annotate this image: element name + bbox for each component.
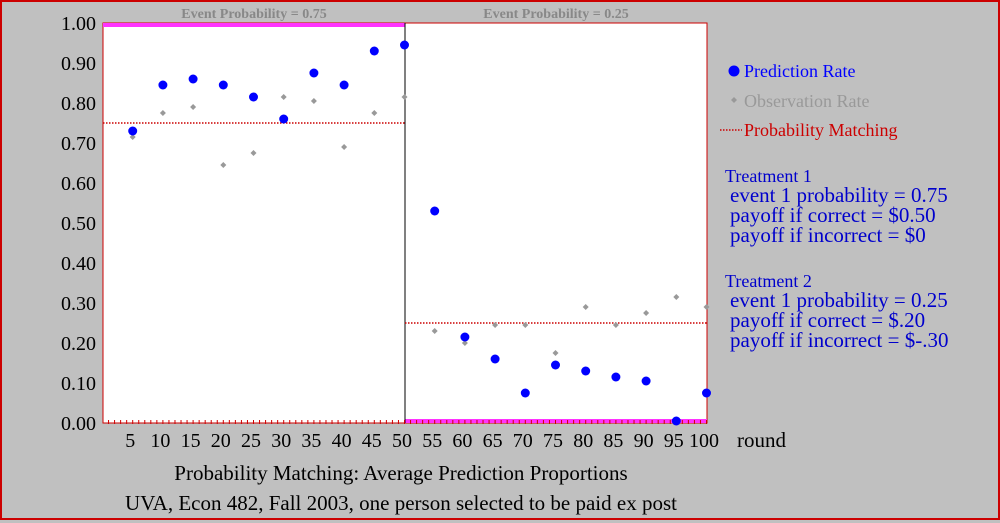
treatment-1-line: payoff if correct = $0.50: [730, 203, 936, 227]
observation-point: [552, 350, 559, 356]
x-tick-label: 85: [603, 430, 623, 452]
observation-point: [280, 94, 287, 100]
prediction-point: [249, 92, 258, 102]
treatment-2-line: event 1 probability = 0.25: [730, 288, 948, 312]
treatment-1-line: event 1 probability = 0.75: [730, 183, 948, 207]
observation-point: [431, 328, 438, 334]
prediction-point: [702, 388, 711, 398]
x-tick-label: 55: [422, 430, 442, 452]
x-tick-label: 5: [125, 430, 135, 452]
prediction-point: [551, 360, 560, 370]
prediction-point: [279, 114, 289, 124]
y-tick-label: 0.90: [61, 53, 96, 75]
x-tick-label: 100: [689, 430, 719, 452]
x-tick-label: 50: [392, 430, 412, 452]
x-tick-label: 60: [452, 430, 472, 452]
prediction-point: [128, 126, 138, 136]
region-label-1: Event Probability = 0.75: [181, 7, 326, 22]
x-tick-label: 35: [301, 430, 321, 452]
prediction-point: [490, 354, 500, 364]
y-tick-label: 0.30: [61, 293, 96, 315]
y-tick-label: 1.00: [61, 13, 96, 35]
prediction-point: [188, 74, 198, 84]
x-tick-label: 70: [513, 430, 533, 452]
treatment-2-line: payoff if correct = $.20: [730, 308, 925, 332]
prediction-point: [460, 332, 470, 342]
prediction-point: [309, 68, 319, 78]
x-tick-label: 45: [362, 430, 382, 452]
y-tick-label: 0.10: [61, 373, 96, 395]
observation-point: [159, 110, 166, 116]
prediction-point: [430, 206, 440, 216]
observation-point: [643, 310, 650, 316]
prediction-point: [581, 366, 591, 376]
x-tick-label: 15: [181, 430, 201, 452]
x-tick-label: 10: [150, 430, 170, 452]
chart-subtitle: UVA, Econ 482, Fall 2003, one person sel…: [125, 491, 677, 515]
y-tick-label: 0.70: [61, 133, 96, 155]
observation-point: [703, 304, 710, 310]
x-tick-label: 90: [634, 430, 654, 452]
legend-label-probability-matching: Probability Matching: [744, 120, 897, 140]
region-label-2: Event Probability = 0.25: [483, 7, 628, 22]
y-tick-label: 0.50: [61, 213, 96, 235]
treatment-1-title: Treatment 1: [725, 166, 812, 186]
prediction-point: [158, 80, 168, 90]
treatment-2-line: payoff if incorrect = $-.30: [730, 328, 948, 352]
x-tick-label: 75: [543, 430, 563, 452]
x-tick-label: 95: [664, 430, 684, 452]
observation-point: [129, 134, 136, 140]
x-tick-label: 20: [211, 430, 231, 452]
legend-label-prediction: Prediction Rate: [744, 61, 855, 81]
observation-point: [401, 94, 408, 100]
observation-point: [310, 98, 317, 104]
x-tick-label: 65: [483, 430, 503, 452]
y-tick-label: 0.60: [61, 173, 96, 195]
x-tick-label: 40: [332, 430, 352, 452]
observation-point: [612, 322, 619, 328]
x-tick-label: 80: [573, 430, 593, 452]
x-tick-label: 30: [271, 430, 291, 452]
observation-point: [582, 304, 589, 310]
y-tick-label: 0.40: [61, 253, 96, 275]
legend-label-observation: Observation Rate: [744, 91, 869, 111]
x-tick-label: 25: [241, 430, 261, 452]
prediction-point: [339, 80, 349, 90]
legend-marker-prediction: [728, 65, 740, 77]
y-tick-label: 0.00: [61, 413, 96, 435]
observation-point: [673, 294, 680, 300]
region-bar-top: [103, 23, 405, 27]
observation-point: [522, 322, 529, 328]
observation-point: [220, 162, 227, 168]
prediction-point: [520, 388, 530, 398]
prediction-point: [218, 80, 228, 90]
x-axis-label: round: [737, 428, 786, 452]
prediction-point: [641, 376, 651, 386]
observation-point: [371, 110, 378, 116]
y-tick-label: 0.20: [61, 333, 96, 355]
treatment-2-title: Treatment 2: [725, 271, 812, 291]
treatment-1-line: payoff if incorrect = $0: [730, 223, 926, 247]
observation-point: [461, 340, 468, 346]
prediction-point: [369, 46, 379, 56]
observation-point: [250, 150, 257, 156]
legend-marker-observation: [731, 97, 737, 103]
prediction-point: [400, 40, 409, 50]
prediction-point: [611, 372, 621, 382]
chart-title: Probability Matching: Average Prediction…: [174, 461, 627, 485]
y-tick-label: 0.80: [61, 93, 96, 115]
observation-point: [341, 144, 348, 150]
observation-point: [190, 104, 197, 110]
prediction-point: [671, 416, 681, 426]
observation-point: [492, 322, 499, 328]
